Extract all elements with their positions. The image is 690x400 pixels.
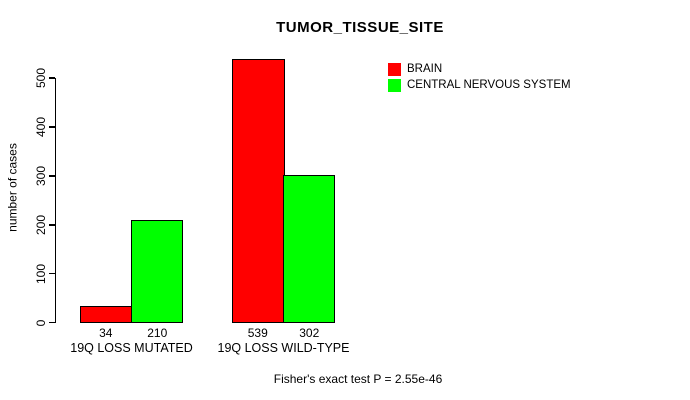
chart-footer-annotation: Fisher's exact test P = 2.55e-46 [28,372,688,386]
bar-brain-19q-loss-wild-type [232,59,285,323]
y-tick-mark [49,175,55,176]
y-tick-label: 0 [35,303,47,343]
category-label-19q-loss-wild-type: 19Q LOSS WILD-TYPE [174,341,394,355]
legend-label: CENTRAL NERVOUS SYSTEM [407,79,571,92]
legend-item-brain: BRAIN [388,63,571,76]
legend-item-central-nervous-system: CENTRAL NERVOUS SYSTEM [388,79,571,92]
y-axis-line [55,78,56,323]
bar-brain-19q-loss-mutated [80,306,133,323]
legend: BRAIN CENTRAL NERVOUS SYSTEM [388,63,571,95]
y-tick-label: 100 [35,254,47,294]
y-tick-label: 300 [35,156,47,196]
legend-swatch-central-nervous-system [388,79,401,92]
y-tick-label: 400 [35,107,47,147]
bar-value-label: 210 [132,327,184,340]
legend-label: BRAIN [407,63,442,76]
y-tick-mark [49,224,55,225]
y-tick-mark [49,77,55,78]
y-tick-mark [49,322,55,323]
y-tick-mark [49,126,55,127]
bar-central-nervous-system-19q-loss-wild-type [283,175,336,323]
y-tick-label: 200 [35,205,47,245]
bar-value-label: 302 [284,327,336,340]
y-tick-mark [49,273,55,274]
bar-value-label: 34 [80,327,132,340]
bar-value-label: 539 [232,327,284,340]
bar-central-nervous-system-19q-loss-mutated [131,220,184,323]
bar-chart-figure: TUMOR_TISSUE_SITE number of cases 0 100 20… [0,0,690,400]
legend-swatch-brain [388,63,401,76]
y-axis-label: number of cases [6,88,21,288]
chart-title: TUMOR_TISSUE_SITE [30,19,690,36]
y-tick-label: 500 [35,58,47,98]
